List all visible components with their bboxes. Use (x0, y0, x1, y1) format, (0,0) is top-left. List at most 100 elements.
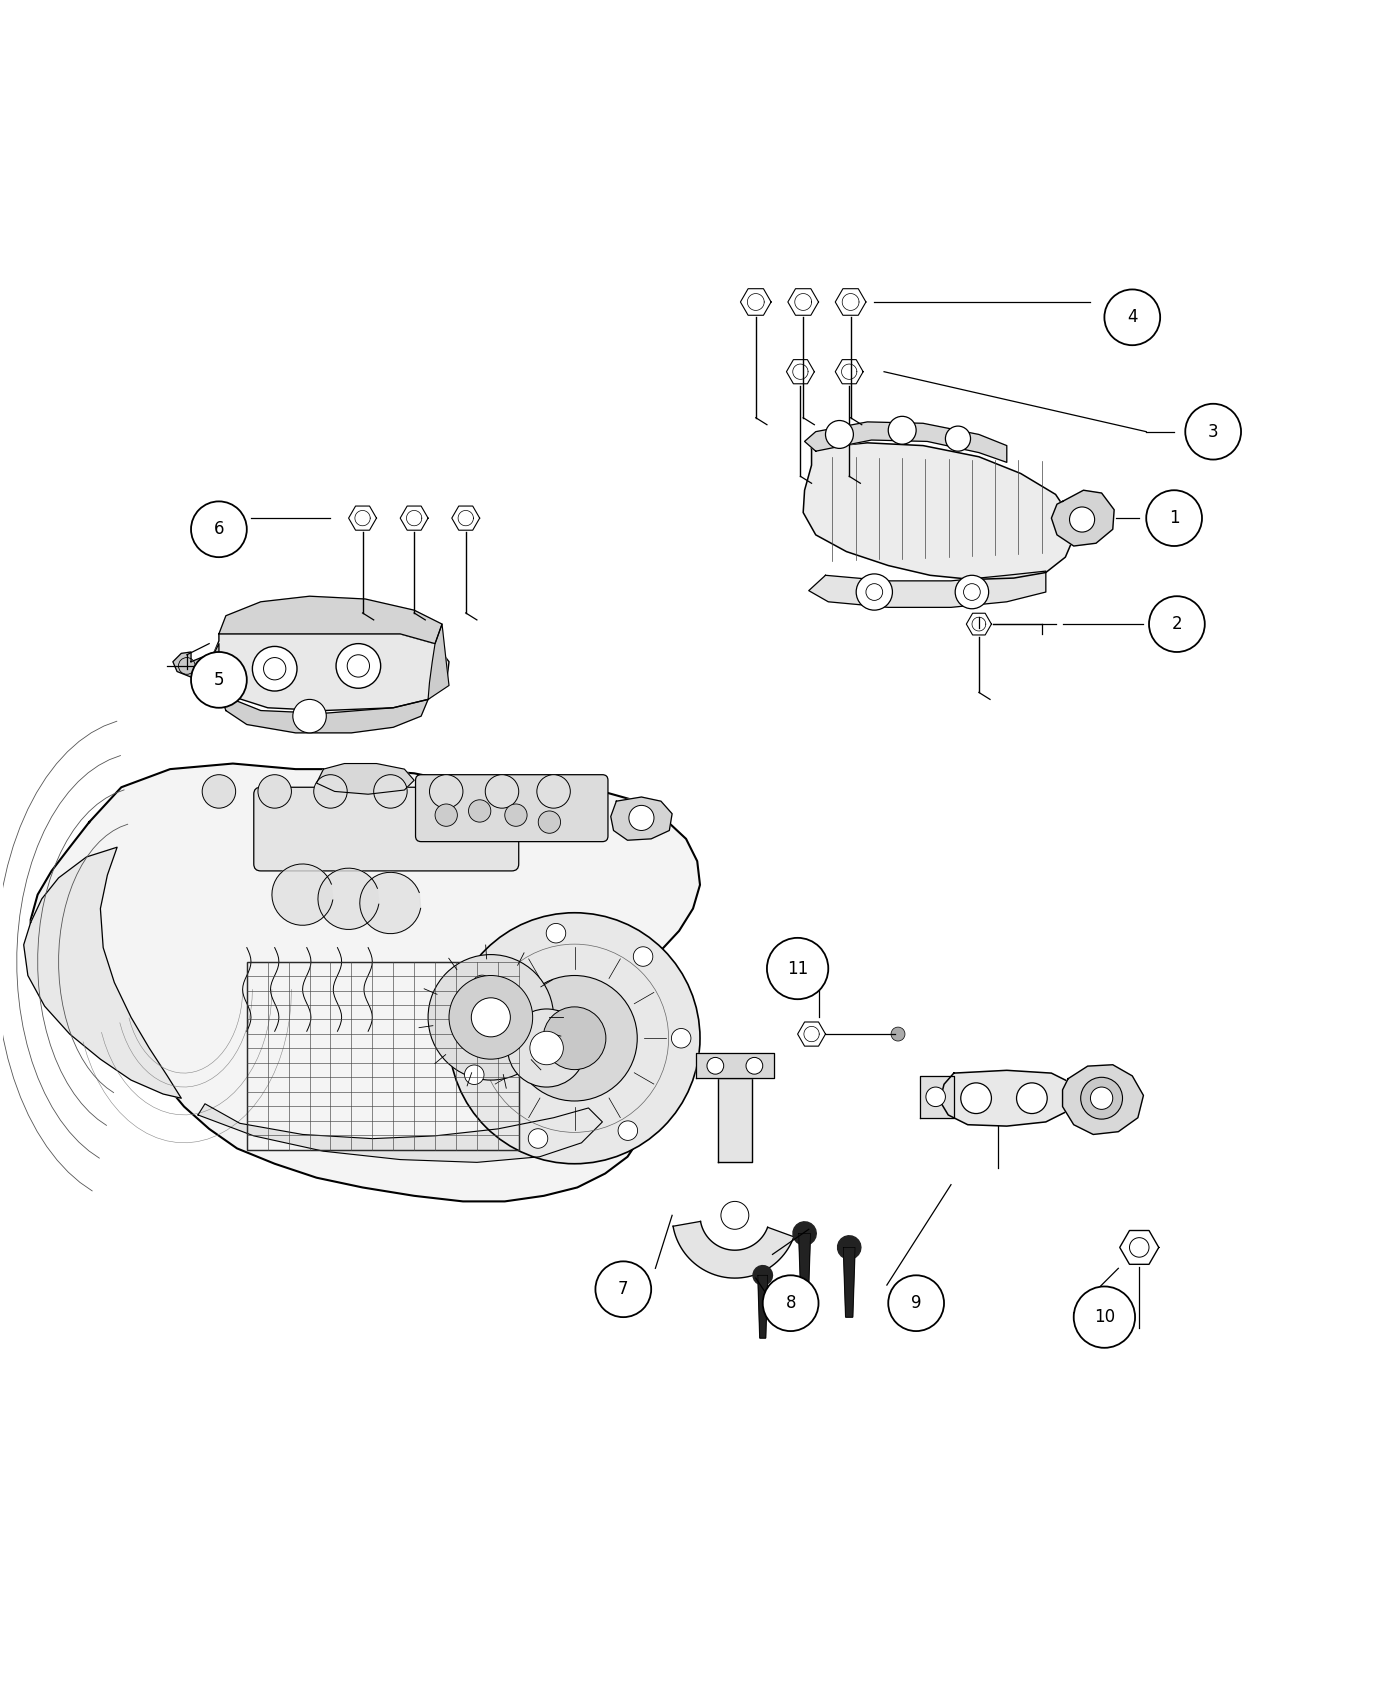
Polygon shape (428, 624, 449, 699)
Circle shape (925, 1086, 945, 1107)
Circle shape (293, 699, 326, 733)
Circle shape (672, 1028, 692, 1047)
Circle shape (190, 653, 246, 707)
Text: 4: 4 (1127, 308, 1138, 326)
Polygon shape (805, 422, 1007, 462)
Circle shape (629, 806, 654, 831)
Circle shape (435, 804, 458, 826)
Polygon shape (211, 634, 449, 711)
Polygon shape (792, 1222, 816, 1244)
Circle shape (428, 955, 553, 1080)
Text: 6: 6 (214, 520, 224, 539)
Circle shape (472, 976, 491, 994)
Polygon shape (1051, 490, 1114, 546)
Text: 9: 9 (911, 1294, 921, 1312)
Circle shape (202, 775, 235, 808)
Polygon shape (400, 507, 428, 530)
Circle shape (890, 1027, 904, 1040)
Polygon shape (836, 289, 867, 314)
Circle shape (529, 1032, 563, 1064)
Polygon shape (197, 1103, 602, 1163)
Circle shape (528, 1129, 547, 1148)
Circle shape (888, 416, 916, 444)
Polygon shape (172, 644, 218, 677)
Circle shape (505, 804, 526, 826)
Circle shape (1186, 405, 1240, 459)
Circle shape (721, 1202, 749, 1229)
Polygon shape (452, 507, 480, 530)
Text: 2: 2 (1172, 615, 1182, 632)
Circle shape (508, 1010, 585, 1086)
Polygon shape (272, 864, 333, 925)
Circle shape (1074, 1287, 1135, 1348)
Polygon shape (804, 442, 1074, 580)
Polygon shape (349, 507, 377, 530)
Circle shape (336, 644, 381, 688)
Circle shape (595, 1261, 651, 1318)
Circle shape (857, 575, 892, 610)
Text: 3: 3 (1208, 423, 1218, 440)
Circle shape (536, 775, 570, 808)
Polygon shape (218, 690, 428, 733)
Circle shape (707, 1057, 724, 1074)
Text: 11: 11 (787, 959, 808, 978)
Text: 5: 5 (214, 672, 224, 688)
Circle shape (465, 1064, 484, 1085)
Circle shape (945, 427, 970, 450)
Circle shape (888, 1275, 944, 1331)
Polygon shape (696, 1054, 774, 1078)
Text: 7: 7 (617, 1280, 629, 1299)
Polygon shape (673, 1221, 794, 1278)
Circle shape (469, 799, 491, 823)
Circle shape (258, 775, 291, 808)
Polygon shape (610, 797, 672, 840)
Circle shape (486, 775, 519, 808)
Polygon shape (836, 360, 864, 384)
Circle shape (1147, 490, 1203, 546)
Circle shape (546, 923, 566, 944)
Polygon shape (798, 1022, 826, 1046)
Circle shape (746, 1057, 763, 1074)
Circle shape (1149, 597, 1205, 653)
Polygon shape (24, 847, 181, 1098)
Circle shape (543, 1006, 606, 1069)
Text: 8: 8 (785, 1294, 795, 1312)
Polygon shape (741, 289, 771, 314)
Polygon shape (1063, 1064, 1144, 1134)
Circle shape (763, 1275, 819, 1331)
Circle shape (633, 947, 652, 966)
Polygon shape (757, 1275, 767, 1338)
FancyBboxPatch shape (416, 775, 608, 842)
Polygon shape (718, 1078, 752, 1163)
Polygon shape (1120, 1231, 1159, 1265)
Circle shape (826, 420, 854, 449)
Polygon shape (939, 1071, 1074, 1125)
Circle shape (538, 811, 560, 833)
Polygon shape (318, 869, 379, 930)
Polygon shape (360, 872, 420, 933)
Circle shape (1016, 1083, 1047, 1114)
Polygon shape (799, 1234, 811, 1304)
Text: 1: 1 (1169, 508, 1179, 527)
Polygon shape (753, 1265, 773, 1285)
Circle shape (1105, 289, 1161, 345)
Circle shape (472, 998, 511, 1037)
FancyBboxPatch shape (253, 787, 519, 870)
Circle shape (314, 775, 347, 808)
Polygon shape (920, 1076, 953, 1117)
Polygon shape (31, 763, 700, 1202)
Circle shape (1081, 1078, 1123, 1119)
Polygon shape (843, 1248, 855, 1318)
Text: 10: 10 (1093, 1307, 1114, 1326)
Circle shape (430, 775, 463, 808)
Circle shape (767, 938, 829, 1000)
Circle shape (960, 1083, 991, 1114)
Circle shape (449, 913, 700, 1164)
Circle shape (374, 775, 407, 808)
Circle shape (449, 976, 532, 1059)
Circle shape (1091, 1086, 1113, 1110)
Polygon shape (966, 614, 991, 636)
Polygon shape (316, 763, 414, 794)
Circle shape (955, 575, 988, 609)
Polygon shape (837, 1236, 861, 1260)
